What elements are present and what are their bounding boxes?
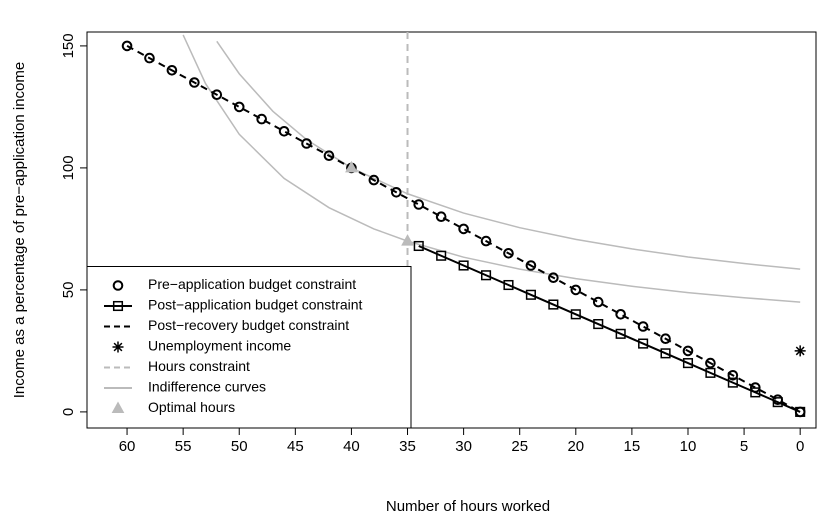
point (436, 250, 447, 261)
point (592, 296, 604, 308)
point (323, 150, 335, 162)
x-tick-label: 50 (231, 438, 248, 455)
point (682, 358, 694, 369)
point (570, 309, 581, 320)
legend-box (86, 266, 412, 429)
point (660, 348, 671, 359)
point (233, 101, 245, 113)
y-tick-label: 50 (60, 282, 77, 299)
point (615, 328, 626, 339)
x-tick-label: 35 (399, 438, 416, 455)
x-tick-label: 0 (796, 438, 804, 455)
point (727, 377, 738, 388)
point (144, 52, 155, 64)
point (750, 387, 761, 398)
point (503, 248, 514, 259)
x-tick-label: 30 (455, 438, 472, 455)
point (345, 160, 358, 173)
y-tick-label: 150 (60, 33, 77, 58)
point (570, 284, 582, 296)
point (503, 279, 514, 291)
legend-label: Post−application budget constraint (148, 297, 363, 313)
point (660, 333, 671, 344)
y-tick-label: 0 (60, 408, 77, 416)
point (548, 299, 559, 310)
point (401, 234, 414, 246)
x-tick-label: 40 (343, 438, 360, 455)
y-axis-label: Income as a percentage of pre−applicatio… (11, 62, 28, 398)
x-tick-label: 10 (680, 438, 697, 455)
legend-label: Unemployment income (148, 338, 291, 354)
x-tick-label: 20 (567, 438, 584, 455)
legend-label: Indifference curves (148, 379, 266, 395)
legend: Pre−application budget constraint Post−ap… (86, 266, 412, 429)
point (682, 345, 694, 357)
point (615, 308, 626, 320)
point (525, 260, 537, 271)
point (390, 187, 402, 198)
point (278, 126, 290, 137)
point (435, 211, 447, 223)
legend-label: Post−recovery budget constraint (148, 317, 349, 333)
legend-label: Hours constraint (148, 358, 250, 374)
point (112, 280, 124, 291)
point (256, 113, 267, 125)
point (112, 341, 124, 353)
point (638, 338, 649, 349)
point (121, 40, 133, 52)
point (458, 223, 469, 235)
point (727, 369, 739, 381)
point (705, 357, 716, 369)
point (637, 321, 649, 332)
point (368, 174, 380, 186)
point (413, 199, 425, 210)
point (480, 235, 492, 247)
x-tick-label: 55 (175, 438, 192, 455)
x-tick-label: 5 (740, 438, 748, 455)
point (593, 319, 604, 330)
point (772, 397, 783, 408)
x-tick-label: 45 (287, 438, 304, 455)
line (126, 45, 801, 413)
point (166, 65, 178, 76)
point (301, 138, 312, 149)
legend-label: Optimal hours (148, 399, 235, 415)
point (795, 406, 806, 417)
x-tick-label: 60 (119, 438, 136, 455)
legend-label: Pre−application budget constraint (148, 276, 356, 292)
point (111, 401, 125, 413)
point (189, 77, 200, 88)
point (480, 270, 492, 281)
point (705, 367, 716, 378)
point (413, 240, 424, 252)
x-axis-label: Number of hours worked (386, 498, 550, 515)
line (216, 40, 801, 270)
x-tick-label: 25 (511, 438, 528, 455)
point (794, 345, 806, 357)
point (458, 260, 469, 271)
point (112, 300, 124, 312)
point (525, 289, 536, 300)
x-tick-label: 15 (624, 438, 641, 455)
line (418, 245, 801, 413)
y-tick-label: 100 (60, 155, 77, 180)
line (182, 34, 801, 303)
point (548, 272, 559, 284)
point (211, 89, 223, 101)
